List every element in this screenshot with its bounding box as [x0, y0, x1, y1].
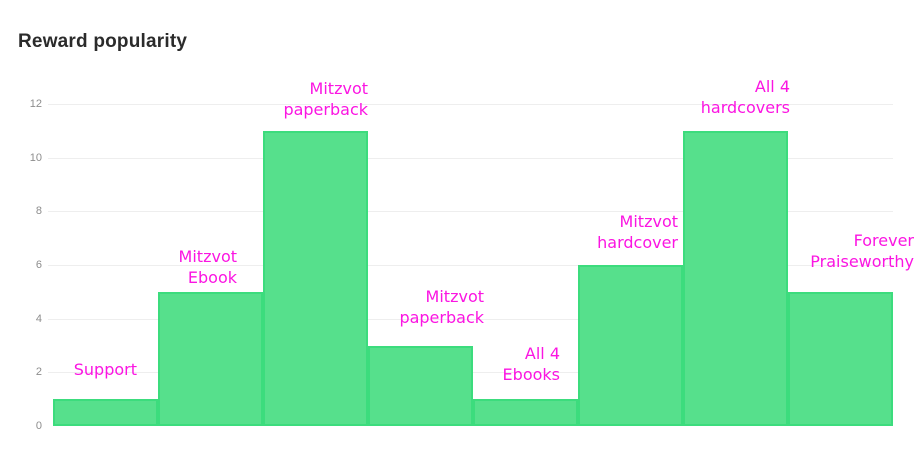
bar-label: Mitzvot Ebook	[178, 247, 237, 287]
chart-title: Reward popularity	[18, 31, 188, 52]
bar-support[interactable]	[53, 399, 158, 426]
bar-mitzvot-paperback[interactable]	[368, 346, 473, 426]
y-axis-tick-label: 6	[35, 259, 42, 271]
bar-forever-praiseworthy[interactable]	[788, 292, 893, 426]
y-axis-tick-label: 4	[35, 313, 42, 325]
bar-label: All 4 Ebooks	[502, 344, 560, 384]
bar-all-4-hardcovers[interactable]	[683, 131, 788, 426]
bar-mitzvot-paperback[interactable]	[263, 131, 368, 426]
bar-mitzvot-ebook[interactable]	[158, 292, 263, 426]
bar-label: Support	[73, 360, 137, 379]
y-axis-tick-label: 8	[35, 205, 42, 217]
bar-all-4-ebooks[interactable]	[473, 399, 578, 426]
y-axis-tick-label: 2	[35, 366, 42, 378]
bar-label: Mitzvot hardcover	[597, 212, 678, 252]
bar-label: Mitzvot paperback	[399, 287, 484, 327]
y-axis-tick-label: 12	[29, 98, 42, 110]
bar-label: All 4 hardcovers	[700, 77, 790, 117]
bar-label: Mitzvot paperback	[283, 79, 368, 119]
bar-mitzvot-hardcover[interactable]	[578, 265, 683, 426]
bar-label: Forever Praiseworthy	[810, 231, 914, 271]
y-axis-tick-label: 0	[35, 420, 42, 432]
y-axis-tick-label: 10	[29, 152, 42, 164]
